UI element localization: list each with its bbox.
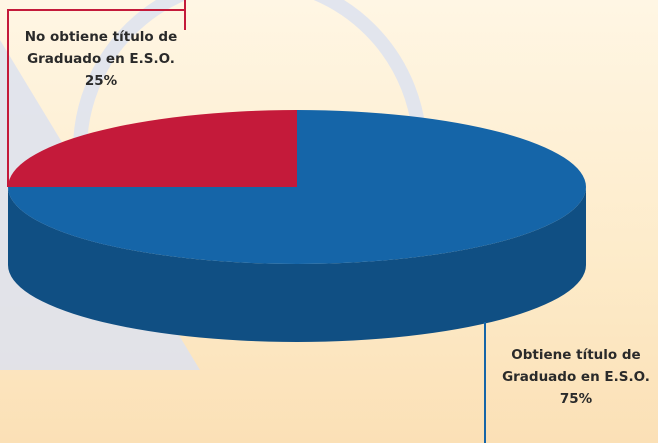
slice-label: No obtiene título de Graduado en E.S.O. … <box>10 26 192 92</box>
pie <box>8 110 586 342</box>
slice-label-value: 75% <box>559 391 593 407</box>
slice-label-name: No obtiene título de Graduado en E.S.O. <box>24 29 178 67</box>
slice-label-name: Obtiene título de Graduado en E.S.O. <box>502 347 650 385</box>
slice-label: Obtiene título de Graduado en E.S.O. 75% <box>494 344 658 410</box>
pie-side <box>8 187 586 342</box>
slice-label-value: 25% <box>84 73 118 89</box>
pie-slice <box>8 110 297 187</box>
leader-line <box>7 9 185 187</box>
